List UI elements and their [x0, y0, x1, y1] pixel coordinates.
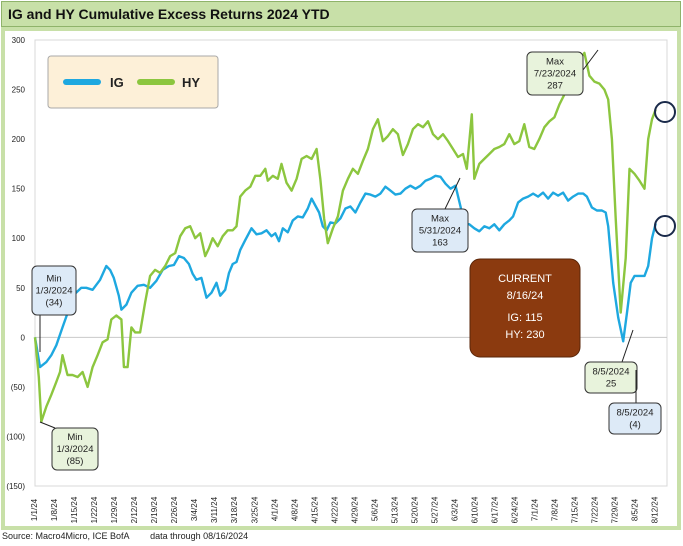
- x-tick-label: 2/26/24: [170, 496, 179, 523]
- x-tick-label: 5/27/24: [430, 496, 439, 523]
- x-tick-label: 4/15/24: [310, 496, 319, 523]
- callout-text: 25: [606, 379, 617, 390]
- callout-text: Max: [546, 57, 564, 68]
- legend: IG HY: [47, 55, 219, 109]
- callout-text: Max: [431, 214, 449, 225]
- callout-text: 163: [432, 238, 448, 249]
- x-tick-label: 4/8/24: [290, 498, 299, 521]
- x-tick-label: 6/17/24: [491, 496, 500, 523]
- y-tick-label: (50): [11, 383, 26, 392]
- callout-text: Min: [67, 432, 82, 443]
- current-box: CURRENT 8/16/24 IG: 115 HY: 230: [469, 258, 581, 358]
- chart-title: IG and HY Cumulative Excess Returns 2024…: [8, 6, 330, 22]
- current-box-bg: [469, 258, 581, 358]
- callout-ig_aug: 8/5/2024(4): [608, 370, 662, 435]
- x-tick-label: 2/19/24: [150, 496, 159, 523]
- y-tick-label: (100): [6, 432, 25, 441]
- y-tick-label: 100: [12, 234, 26, 243]
- current-ig-value: IG: 115: [507, 312, 542, 324]
- series-line-hy: [33, 51, 657, 423]
- x-tick-label: 8/12/24: [651, 496, 660, 523]
- x-tick-label: 5/6/24: [370, 498, 379, 521]
- callout-box: [411, 208, 469, 253]
- highlight-circle-hy: [654, 101, 676, 123]
- x-tick-label: 1/8/24: [50, 498, 59, 521]
- callout-box: [608, 402, 662, 435]
- callout-text: (85): [67, 456, 84, 467]
- source-note: Source: Macro4Micro, ICE BofA: [2, 531, 130, 541]
- callout-text: (34): [46, 298, 63, 309]
- current-title: CURRENT: [498, 273, 552, 285]
- series-line-ig: [33, 174, 657, 369]
- callout-text: 5/31/2024: [419, 226, 461, 237]
- callout-text: 287: [547, 81, 563, 92]
- x-tick-label: 7/15/24: [571, 496, 580, 523]
- x-tick-label: 5/20/24: [410, 496, 419, 523]
- data-date-note: data through 08/16/2024: [150, 531, 249, 541]
- x-tick-label: 8/5/24: [631, 498, 640, 521]
- x-tick-label: 7/1/24: [531, 498, 540, 521]
- x-tick-label: 2/12/24: [130, 496, 139, 523]
- title-bar: IG and HY Cumulative Excess Returns 2024…: [1, 1, 681, 27]
- y-tick-label: 300: [12, 36, 26, 45]
- y-tick-label: (150): [6, 482, 25, 491]
- x-tick-label: 3/11/24: [210, 496, 219, 523]
- x-tick-label: 1/29/24: [110, 496, 119, 523]
- current-hy-value: HY: 230: [505, 329, 544, 341]
- x-tick-label: 5/13/24: [390, 496, 399, 523]
- callout-leader: [621, 329, 634, 363]
- x-tick-label: 1/1/24: [30, 498, 39, 521]
- callout-text: 7/23/2024: [534, 69, 576, 80]
- x-tick-label: 6/24/24: [511, 496, 520, 523]
- callout-box: [526, 51, 584, 96]
- legend-label-hy: HY: [182, 75, 200, 90]
- footer: Source: Macro4Micro, ICE BofA data throu…: [2, 531, 266, 541]
- x-tick-label: 4/29/24: [350, 496, 359, 523]
- callout-leader: [582, 49, 599, 71]
- legend-box: [47, 55, 219, 109]
- callout-text: 1/3/2024: [36, 286, 73, 297]
- x-tick-label: 1/22/24: [90, 496, 99, 523]
- x-tick-label: 6/10/24: [471, 496, 480, 523]
- legend-label-ig: IG: [110, 75, 124, 90]
- callout-text: 8/5/2024: [617, 408, 654, 419]
- x-tick-label: 1/15/24: [70, 496, 79, 523]
- y-tick-label: 250: [12, 86, 26, 95]
- callout-leader: [39, 421, 56, 429]
- y-tick-label: 200: [12, 135, 26, 144]
- callout-text: (4): [629, 420, 641, 431]
- highlight-circle-ig: [654, 215, 676, 237]
- x-tick-label: 6/3/24: [450, 498, 459, 521]
- callout-text: 8/5/2024: [593, 367, 630, 378]
- x-tick-label: 7/8/24: [551, 498, 560, 521]
- callout-box: [584, 361, 638, 394]
- chart-svg: 300 250 200 150 100 50 0 (50) (100) (150) 1/1/24 1/…: [1, 27, 681, 530]
- x-tick-label: 7/22/24: [591, 496, 600, 523]
- current-date: 8/16/24: [507, 290, 544, 302]
- x-tick-label: 4/1/24: [270, 498, 279, 521]
- callout-leader: [444, 177, 461, 210]
- x-tick-label: 7/29/24: [611, 496, 620, 523]
- callout-text: 1/3/2024: [57, 444, 94, 455]
- y-tick-label: 150: [12, 185, 26, 194]
- x-tick-label: 3/4/24: [190, 498, 199, 521]
- callout-text: Min: [46, 274, 61, 285]
- y-tick-label: 0: [21, 333, 26, 342]
- x-tick-label: 3/25/24: [250, 496, 259, 523]
- x-tick-label: 3/18/24: [230, 496, 239, 523]
- callout-box: [31, 265, 77, 316]
- callout-box: [51, 427, 99, 471]
- y-tick-label: 50: [16, 284, 25, 293]
- x-tick-label: 4/22/24: [330, 496, 339, 523]
